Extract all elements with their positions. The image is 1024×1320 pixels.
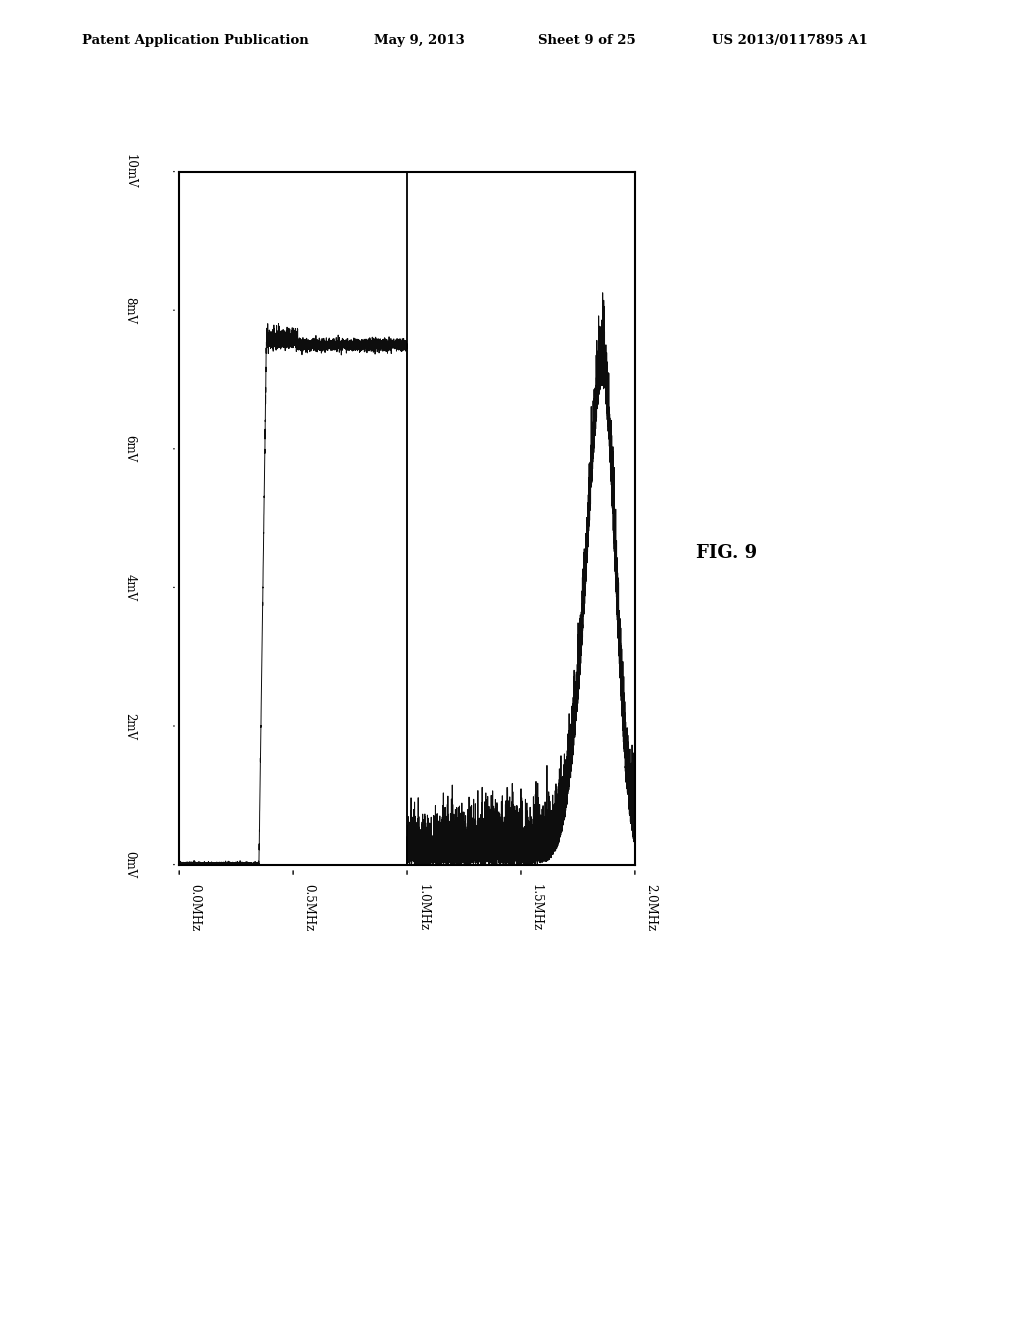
- Text: 6mV: 6mV: [124, 436, 136, 462]
- Text: Patent Application Publication: Patent Application Publication: [82, 33, 308, 46]
- Text: FIG. 9: FIG. 9: [696, 544, 758, 562]
- Text: 2.0MHz: 2.0MHz: [644, 884, 657, 932]
- Text: 10mV: 10mV: [124, 154, 136, 189]
- Text: 0mV: 0mV: [124, 851, 136, 878]
- Text: 0.5MHz: 0.5MHz: [302, 884, 315, 932]
- Text: 4mV: 4mV: [124, 574, 136, 601]
- Text: US 2013/0117895 A1: US 2013/0117895 A1: [712, 33, 867, 46]
- Text: 1.0MHz: 1.0MHz: [416, 884, 429, 932]
- Text: 1.5MHz: 1.5MHz: [530, 884, 543, 932]
- Text: 2mV: 2mV: [124, 713, 136, 739]
- Text: Sheet 9 of 25: Sheet 9 of 25: [538, 33, 635, 46]
- Text: 8mV: 8mV: [124, 297, 136, 323]
- Text: May 9, 2013: May 9, 2013: [374, 33, 465, 46]
- Text: 0.0MHz: 0.0MHz: [188, 884, 202, 932]
